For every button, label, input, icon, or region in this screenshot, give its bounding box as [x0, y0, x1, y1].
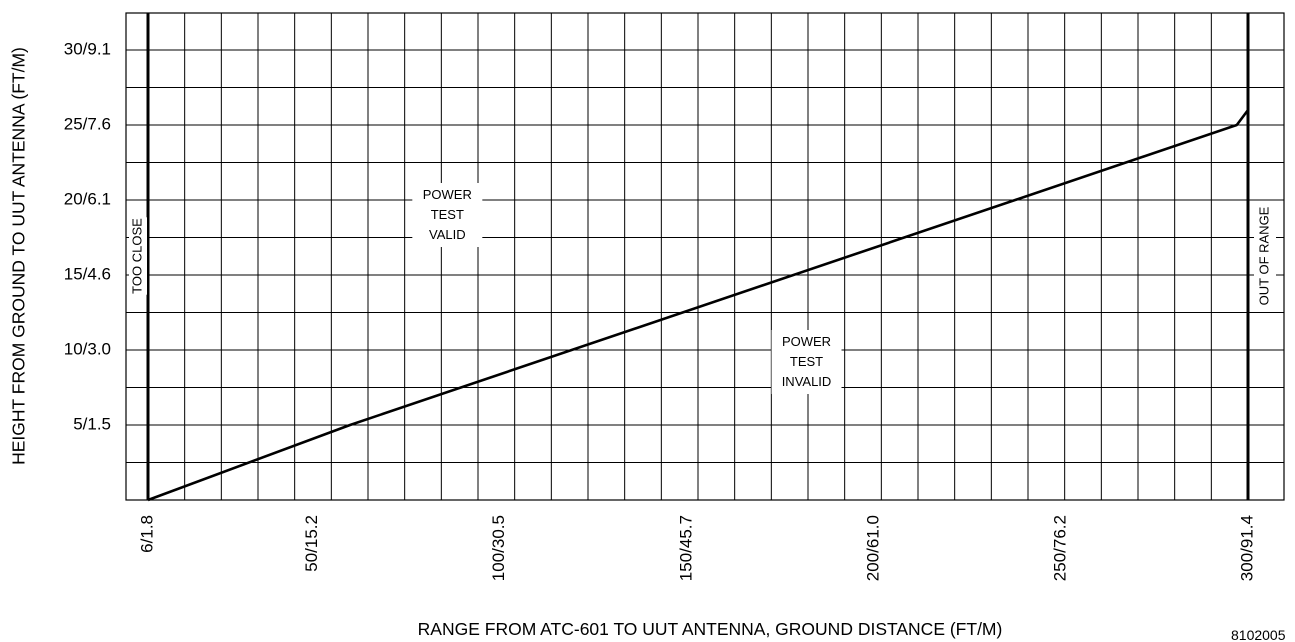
- grid: [126, 13, 1284, 500]
- x-tick-label: 200/61.0: [863, 515, 882, 581]
- boundary-label: OUT OF RANGE: [1256, 206, 1271, 305]
- y-tick-label: 20/6.1: [64, 189, 111, 208]
- boundary-label-background: [129, 217, 147, 295]
- x-tick-label: 150/45.7: [676, 515, 695, 581]
- x-tick-label: 300/91.4: [1237, 515, 1256, 581]
- y-axis-label: HEIGHT FROM GROUND TO UUT ANTENNA (FT/M): [9, 47, 29, 465]
- region-label-background: [412, 183, 483, 247]
- region-label-line: TEST: [431, 207, 464, 222]
- x-tick-labels: 6/1.8 50/15.2 100/30.5 150/45.7 200/61.0 250/…: [137, 515, 1256, 581]
- x-tick-label: 50/15.2: [302, 515, 321, 572]
- region-label-line: POWER: [423, 187, 472, 202]
- boundary-lines: TOO CLOSE OUT OF RANGE: [129, 13, 1276, 500]
- figure-id: 8102005: [1231, 627, 1286, 642]
- plot-frame: [125, 12, 1285, 501]
- boundary-label-background: [1254, 204, 1276, 308]
- y-tick-label: 30/9.1: [64, 39, 111, 58]
- y-tick-label: 25/7.6: [64, 114, 111, 133]
- region-label-background: [771, 330, 842, 394]
- region-label-line: VALID: [429, 227, 466, 242]
- y-tick-label: 10/3.0: [64, 339, 111, 358]
- boundary-label: TOO CLOSE: [129, 218, 144, 294]
- y-tick-label: 5/1.5: [73, 414, 111, 433]
- series-line: [147, 109, 1250, 502]
- region-label-line: INVALID: [782, 374, 832, 389]
- region-annotations: POWER TEST VALID POWER TEST INVALID: [412, 183, 842, 394]
- x-axis-label: RANGE FROM ATC-601 TO UUT ANTENNA, GROUN…: [418, 619, 1003, 639]
- x-tick-label: 250/76.2: [1050, 515, 1069, 581]
- x-tick-label: 6/1.8: [137, 515, 156, 553]
- region-label-line: POWER: [782, 334, 831, 349]
- x-tick-label: 100/30.5: [489, 515, 508, 581]
- y-tick-labels: 5/1.5 10/3.0 15/4.6 20/6.1 25/7.6 30/9.1: [64, 39, 111, 433]
- data-series: [147, 109, 1250, 502]
- y-tick-label: 15/4.6: [64, 264, 111, 283]
- region-label-line: TEST: [790, 354, 823, 369]
